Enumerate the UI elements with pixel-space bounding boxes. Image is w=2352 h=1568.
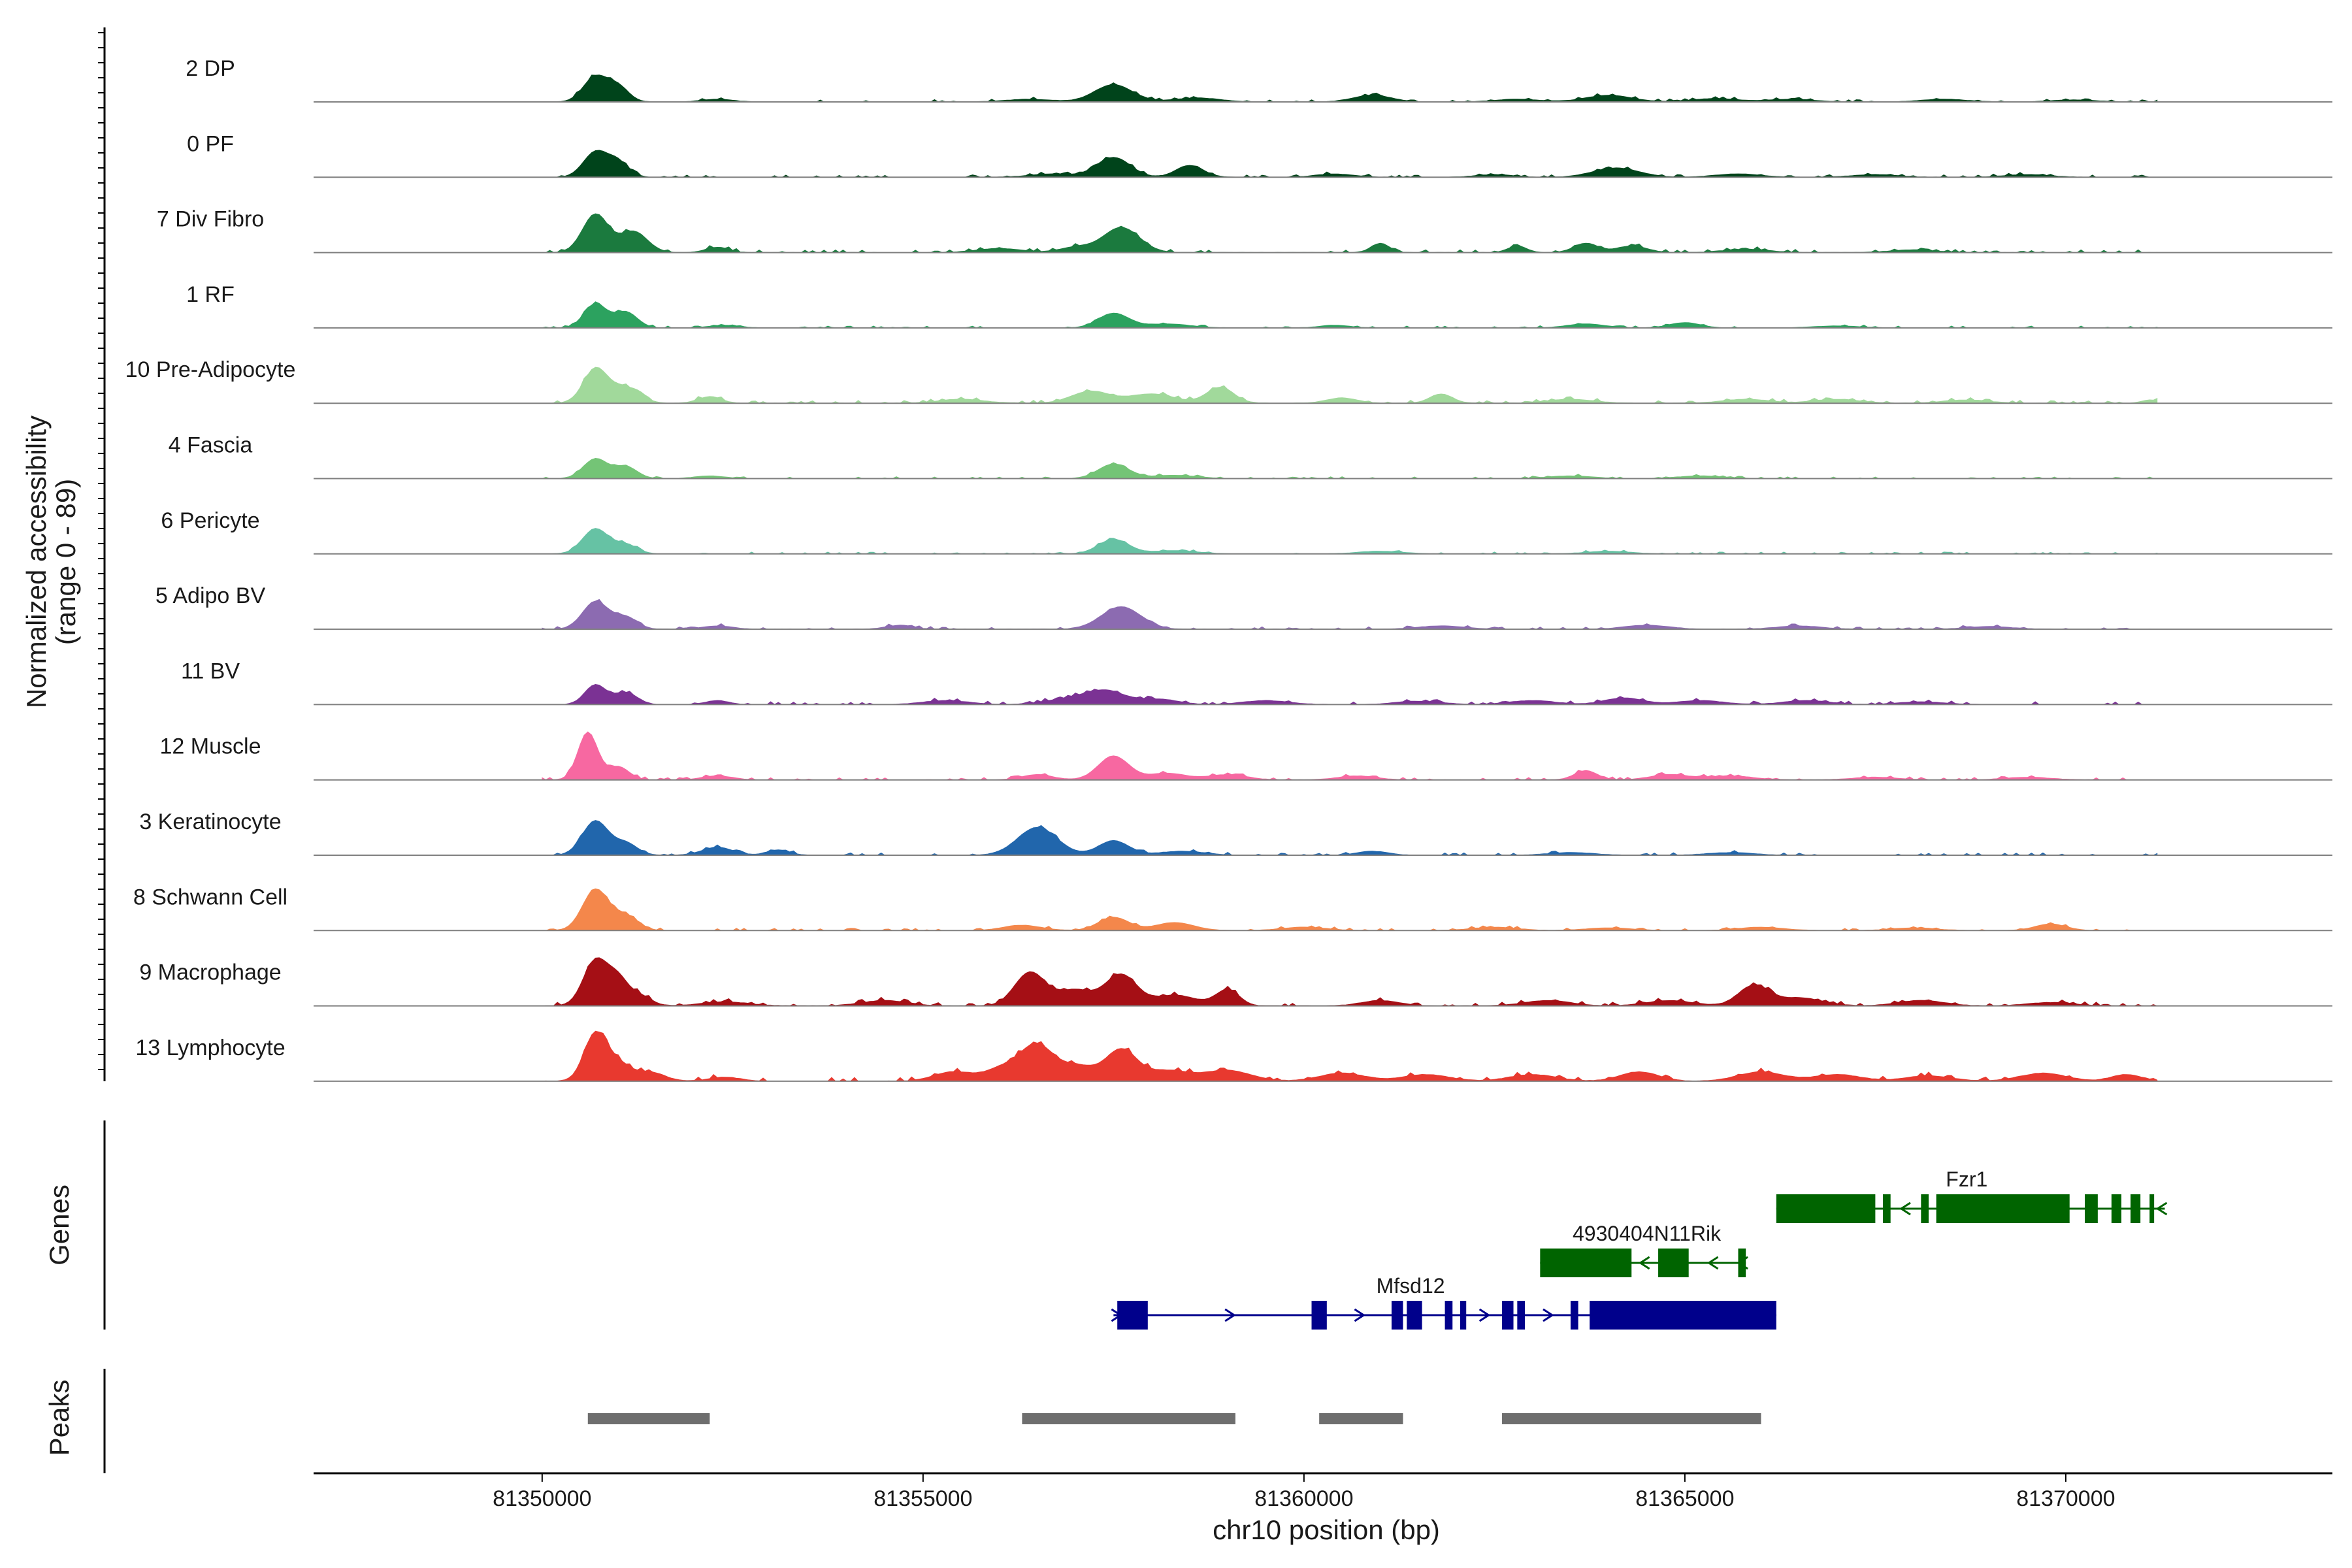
coverage-area <box>542 731 2158 781</box>
track-11-bv: 11 BV <box>181 659 2332 706</box>
gene-exon <box>1407 1301 1422 1330</box>
gene-mfsd12: Mfsd12 <box>1111 1274 1776 1330</box>
gene-name: Fzr1 <box>1946 1168 1987 1191</box>
gene-exon <box>1590 1301 1776 1330</box>
track-2-dp: 2 DP <box>186 56 2332 103</box>
coverage-area <box>542 457 2158 479</box>
track-label: 1 RF <box>186 282 235 307</box>
track-label: 8 Schwann Cell <box>133 885 287 909</box>
coverage-area <box>542 888 2157 931</box>
track-label: 9 Macrophage <box>139 960 281 985</box>
gene-exon <box>1658 1249 1689 1277</box>
coverage-area <box>542 957 2158 1007</box>
x-tick-label: 81360000 <box>1254 1486 1353 1511</box>
x-tick-label: 81365000 <box>1635 1486 1734 1511</box>
coverage-area <box>542 150 2158 178</box>
gene-exon <box>1502 1301 1514 1330</box>
gene-track: Fzr1 4930404N11Rik Mfsd12 <box>1111 1168 2168 1330</box>
track-label: 6 Pericyte <box>161 508 259 533</box>
track-9-macrophage: 9 Macrophage <box>139 957 2332 1007</box>
strand-arrow <box>1354 1308 1366 1322</box>
peak-region <box>587 1413 710 1424</box>
strand-arrow <box>1543 1308 1554 1322</box>
gene-exon <box>1117 1301 1148 1330</box>
x-tick-label: 81350000 <box>493 1486 591 1511</box>
track-label: 11 BV <box>181 659 240 683</box>
gene-exon <box>1570 1301 1578 1330</box>
peak-region <box>1319 1413 1403 1424</box>
track-10-pre-adipocyte: 10 Pre-Adipocyte <box>125 357 2332 404</box>
coverage-area <box>542 820 2158 856</box>
track-label: 4 Fascia <box>169 433 253 458</box>
y-axis-label-range: (range 0 - 89) <box>50 479 81 645</box>
gene-exon <box>1460 1301 1467 1330</box>
gene-exon <box>1936 1194 2070 1223</box>
peak-region <box>1022 1413 1235 1424</box>
gene-exon <box>2085 1194 2098 1223</box>
strand-arrow <box>1478 1308 1491 1322</box>
gene-exon <box>1517 1301 1525 1330</box>
coverage-area <box>542 683 2158 705</box>
track-4-fascia: 4 Fascia <box>169 433 2332 480</box>
track-label: 7 Div Fibro <box>157 207 264 232</box>
gene-exon <box>1776 1194 1876 1223</box>
track-label: 10 Pre-Adipocyte <box>125 357 296 382</box>
gene-exon <box>1883 1194 1891 1223</box>
gene-exon <box>1391 1301 1403 1330</box>
gene-exon <box>2149 1194 2155 1223</box>
track-1-rf: 1 RF <box>186 282 2332 329</box>
gene-exon <box>1738 1249 1746 1277</box>
coverage-area <box>542 528 2158 555</box>
coverage-area <box>542 367 2158 404</box>
x-axis-label: chr10 position (bp) <box>1213 1514 1440 1545</box>
peak-region <box>1502 1413 1761 1424</box>
track-label: 5 Adipo BV <box>155 583 266 608</box>
track-label: 12 Muscle <box>160 734 261 759</box>
track-5-adipo-bv: 5 Adipo BV <box>155 583 2332 630</box>
track-8-schwann-cell: 8 Schwann Cell <box>133 885 2332 932</box>
strand-arrow <box>1224 1308 1236 1322</box>
gene-name: Mfsd12 <box>1377 1274 1445 1298</box>
peak-track <box>587 1413 1761 1424</box>
strand-arrow <box>1899 1201 1911 1216</box>
coverage-tracks: 2 DP 0 PF 7 Div Fibro 1 RF 10 Pre-Adipocyte 4… <box>125 56 2332 1082</box>
gene-exon <box>1445 1301 1453 1330</box>
axes: 81350000 81355000 81360000 81365000 81370000 <box>98 27 2332 1511</box>
y-axis-label: Normalized accessibility <box>21 416 52 708</box>
track-label: 0 PF <box>187 131 234 156</box>
coverage-area <box>542 301 2158 329</box>
x-tick-label: 81370000 <box>2016 1486 2115 1511</box>
gene-exon <box>1921 1194 1929 1223</box>
track-label: 13 Lymphocyte <box>135 1036 285 1060</box>
gene-name: 4930404N11Rik <box>1573 1222 1722 1245</box>
x-tick-label: 81355000 <box>874 1486 972 1511</box>
coverage-area <box>542 1030 2158 1082</box>
strand-arrow <box>1707 1256 1719 1270</box>
track-label: 3 Keratinocyte <box>139 809 281 834</box>
gene-exon <box>1540 1249 1632 1277</box>
track-13-lymphocyte: 13 Lymphocyte <box>135 1030 2332 1082</box>
gene-fzr1: Fzr1 <box>1776 1168 2168 1223</box>
gene-exon <box>2131 1194 2141 1223</box>
coverage-area <box>542 74 2158 103</box>
gene-exon <box>1311 1301 1327 1330</box>
genes-panel-label: Genes <box>44 1184 74 1266</box>
track-0-pf: 0 PF <box>187 131 2332 178</box>
coverage-area <box>542 213 2158 253</box>
track-12-muscle: 12 Muscle <box>160 731 2332 781</box>
track-3-keratinocyte: 3 Keratinocyte <box>139 809 2332 856</box>
track-6-pericyte: 6 Pericyte <box>161 508 2332 555</box>
strand-arrow <box>1638 1256 1650 1270</box>
peaks-panel-label: Peaks <box>44 1380 74 1456</box>
gene-4930404n11rik: 4930404N11Rik <box>1540 1222 1748 1277</box>
strand-arrow <box>2155 1201 2168 1216</box>
track-label: 2 DP <box>186 56 235 81</box>
coverage-area <box>542 598 2158 630</box>
track-7-div-fibro: 7 Div Fibro <box>157 207 2332 253</box>
gene-exon <box>2111 1194 2122 1223</box>
